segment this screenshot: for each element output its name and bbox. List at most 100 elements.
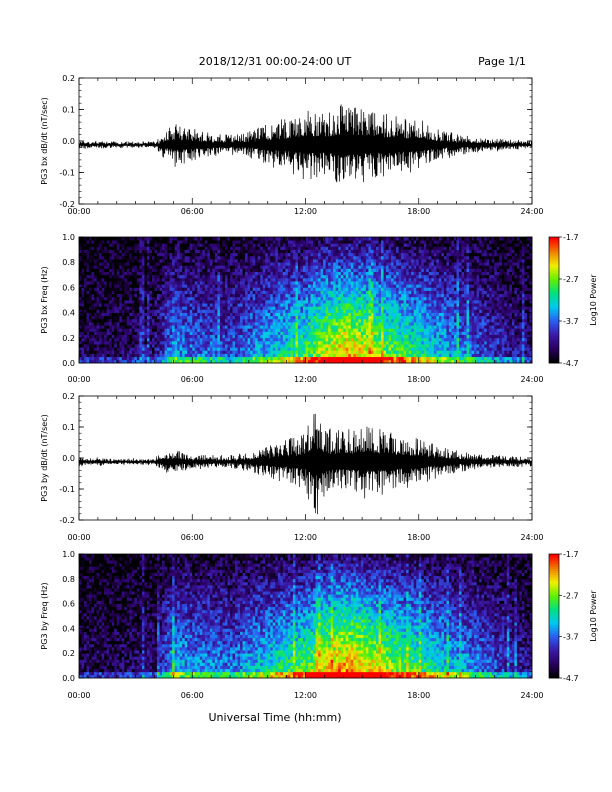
heatmap-cell xyxy=(86,315,90,320)
heatmap-cell xyxy=(290,312,294,317)
heatmap-cell xyxy=(154,284,158,288)
heatmap-cell xyxy=(134,243,138,247)
heatmap-cell xyxy=(184,353,188,358)
heatmap-cell xyxy=(260,325,264,329)
heatmap-cell xyxy=(136,252,140,257)
heatmap-cell xyxy=(79,287,82,291)
heatmap-cell xyxy=(141,350,145,354)
heatmap-cell xyxy=(131,306,135,310)
heatmap-cell xyxy=(202,255,206,260)
heatmap-cell xyxy=(192,240,196,244)
heatmap-cell xyxy=(310,331,314,335)
heatmap-cell xyxy=(255,347,259,351)
heatmap-cell xyxy=(370,322,374,326)
heatmap-cell xyxy=(252,359,256,364)
heatmap-cell xyxy=(230,347,233,351)
heatmap-cell xyxy=(285,331,289,335)
heatmap-cell xyxy=(353,246,357,250)
heatmap-cell xyxy=(197,303,201,307)
heatmap-cell xyxy=(151,277,155,282)
heatmap-cell xyxy=(292,281,296,285)
heatmap-cell xyxy=(338,284,342,288)
heatmap-cell xyxy=(242,268,246,272)
heatmap-cell xyxy=(159,359,163,364)
heatmap-cell xyxy=(212,255,216,260)
heatmap-cell xyxy=(287,350,291,354)
heatmap-cell xyxy=(209,296,213,301)
heatmap-cell xyxy=(257,334,261,339)
heatmap-cell xyxy=(330,300,334,304)
heatmap-cell xyxy=(350,243,354,247)
heatmap-cell xyxy=(262,246,266,250)
heatmap-cell xyxy=(250,252,253,257)
heatmap-cell xyxy=(365,334,369,339)
heatmap-cell xyxy=(313,347,316,351)
heatmap-cell xyxy=(197,296,201,301)
heatmap-cell xyxy=(124,315,128,320)
heatmap-cell xyxy=(119,318,123,323)
heatmap-cell xyxy=(172,303,175,307)
heatmap-cell xyxy=(192,350,196,354)
heatmap-cell xyxy=(358,353,362,358)
heatmap-cell xyxy=(315,243,319,247)
heatmap-cell xyxy=(250,318,253,323)
heatmap-cell xyxy=(345,350,349,354)
heatmap-cell xyxy=(217,262,221,266)
heatmap-cell xyxy=(343,246,347,250)
heatmap-cell xyxy=(363,350,367,354)
heatmap-cell xyxy=(212,277,216,282)
heatmap-cell xyxy=(333,277,337,282)
heatmap-cell xyxy=(383,252,387,257)
heatmap-cell xyxy=(313,293,316,298)
heatmap-cell xyxy=(245,246,248,250)
heatmap-cell xyxy=(252,353,256,358)
heatmap-cell xyxy=(323,290,326,295)
heatmap-cell xyxy=(157,309,160,313)
heatmap-cell xyxy=(151,268,155,272)
heatmap-cell xyxy=(242,262,246,266)
heatmap-cell xyxy=(154,309,158,313)
heatmap-cell xyxy=(242,353,246,358)
heatmap-cell xyxy=(325,255,329,260)
heatmap-cell xyxy=(172,328,175,332)
heatmap-cell xyxy=(144,296,148,301)
heatmap-cell xyxy=(250,306,253,310)
heatmap-cell xyxy=(219,265,223,269)
heatmap-cell xyxy=(94,359,97,364)
heatmap-cell xyxy=(348,325,352,329)
heatmap-cell xyxy=(214,284,218,288)
heatmap-cell xyxy=(121,240,125,244)
heatmap-cell xyxy=(360,322,364,326)
heatmap-cell xyxy=(373,243,377,247)
heatmap-cell xyxy=(106,309,110,313)
heatmap-cell xyxy=(270,249,274,254)
heatmap-cell xyxy=(194,353,198,358)
heatmap-cell xyxy=(209,265,213,269)
heatmap-cell xyxy=(338,312,342,317)
heatmap-cell xyxy=(257,271,261,276)
heatmap-cell xyxy=(355,274,359,279)
heatmap-cell xyxy=(348,268,352,272)
heatmap-cell xyxy=(189,350,193,354)
heatmap-cell xyxy=(129,359,133,364)
heatmap-cell xyxy=(237,246,241,250)
heatmap-cell xyxy=(318,271,321,276)
heatmap-cell xyxy=(358,344,362,348)
heatmap-cell xyxy=(116,303,120,307)
heatmap-cell xyxy=(267,344,271,348)
heatmap-cell xyxy=(114,337,118,342)
heatmap-cell xyxy=(174,243,178,247)
heatmap-cell xyxy=(86,265,90,269)
heatmap-cell xyxy=(106,347,110,351)
heatmap-cell xyxy=(224,252,228,257)
heatmap-cell xyxy=(131,249,135,254)
heatmap-cell xyxy=(146,287,150,291)
heatmap-cell xyxy=(330,293,334,298)
heatmap-cell xyxy=(116,262,120,266)
heatmap-cell xyxy=(328,252,332,257)
heatmap-cell xyxy=(204,281,208,285)
heatmap-cell xyxy=(363,290,367,295)
heatmap-cell xyxy=(360,265,364,269)
heatmap-cell xyxy=(240,255,243,260)
heatmap-cell xyxy=(363,344,367,348)
